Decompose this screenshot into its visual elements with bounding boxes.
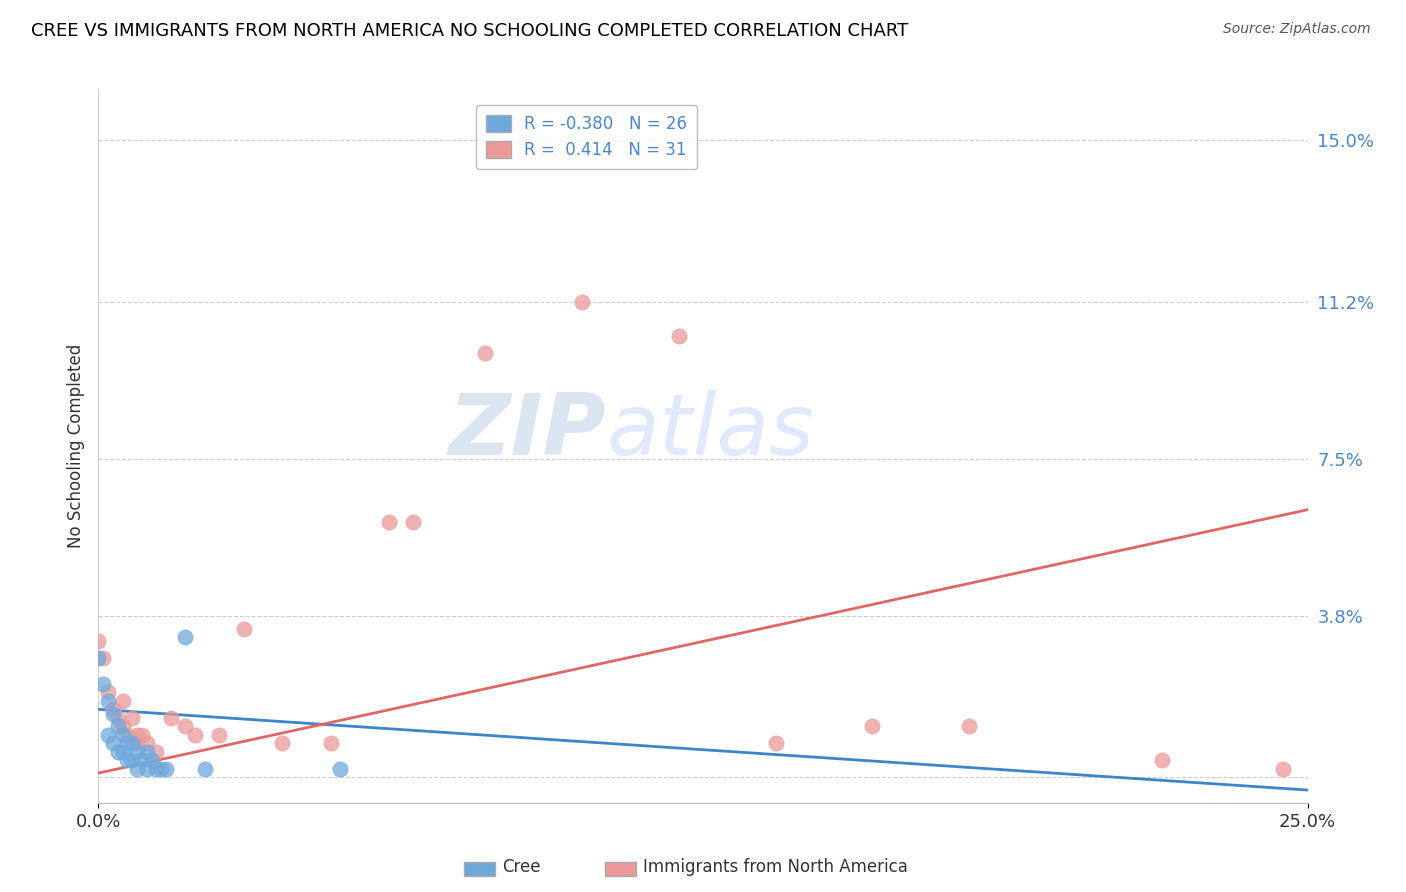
Point (97, 694, 120, 708)
Text: Cree: Cree (502, 858, 540, 876)
Point (101, 702, 124, 716)
Point (957, 719, 980, 733)
Point (111, 745, 134, 759)
Point (107, 711, 129, 725)
Legend: R = -0.380   N = 26, R =  0.414   N = 31: R = -0.380 N = 26, R = 0.414 N = 31 (475, 104, 697, 169)
Point (91, 677, 114, 691)
Text: ZIP: ZIP (449, 390, 606, 474)
Point (668, 328, 690, 343)
Point (860, 719, 883, 733)
Point (131, 728, 153, 742)
Point (1272, 762, 1295, 776)
Point (121, 753, 143, 767)
Point (135, 736, 157, 750)
Point (127, 745, 149, 759)
Point (319, 736, 342, 750)
Text: Immigrants from North America: Immigrants from North America (643, 858, 907, 876)
Point (107, 719, 129, 733)
Point (127, 762, 149, 776)
Text: Source: ZipAtlas.com: Source: ZipAtlas.com (1223, 22, 1371, 37)
Point (87, 651, 110, 665)
Point (97, 685, 120, 699)
Point (271, 736, 294, 750)
Point (111, 719, 134, 733)
Point (127, 736, 149, 750)
Point (377, 516, 399, 530)
Point (765, 736, 787, 750)
Point (145, 762, 167, 776)
Y-axis label: No Schooling Completed: No Schooling Completed (66, 344, 84, 548)
Point (117, 728, 139, 742)
Point (402, 516, 425, 530)
Point (101, 736, 124, 750)
Point (145, 745, 167, 759)
Point (131, 753, 153, 767)
Point (107, 745, 129, 759)
Point (232, 622, 254, 636)
Point (141, 753, 163, 767)
Point (111, 694, 134, 708)
Point (121, 711, 143, 725)
Point (91, 651, 114, 665)
Point (150, 762, 173, 776)
Point (474, 345, 496, 359)
Point (208, 728, 231, 742)
Point (174, 630, 197, 644)
Point (1152, 753, 1174, 767)
Point (160, 711, 183, 725)
Point (184, 728, 207, 742)
Point (121, 736, 143, 750)
Point (135, 762, 157, 776)
Point (571, 294, 593, 309)
Text: atlas: atlas (606, 390, 814, 474)
Point (117, 736, 139, 750)
Text: CREE VS IMMIGRANTS FROM NORTH AMERICA NO SCHOOLING COMPLETED CORRELATION CHART: CREE VS IMMIGRANTS FROM NORTH AMERICA NO… (31, 22, 908, 40)
Point (111, 728, 134, 742)
Point (174, 719, 197, 733)
Point (87, 634, 110, 648)
Point (135, 745, 157, 759)
Point (155, 762, 177, 776)
Point (101, 706, 124, 721)
Point (329, 762, 352, 776)
Point (194, 762, 217, 776)
Point (117, 753, 139, 767)
Point (97, 728, 120, 742)
Point (127, 728, 149, 742)
